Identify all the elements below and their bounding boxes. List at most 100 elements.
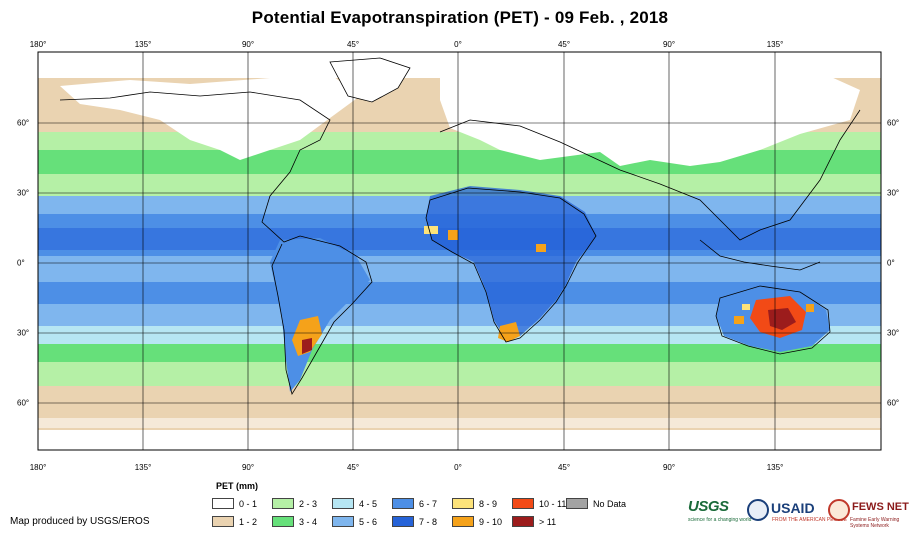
map-frame (37, 51, 882, 451)
hotspot-argentina (292, 316, 322, 356)
map-title: Potential Evapotranspiration (PET) - 09 … (251, 8, 669, 27)
lon-tick-top: 135° (134, 40, 152, 49)
land-eurasia (440, 60, 860, 166)
lat-tick-left: 30° (17, 188, 30, 198)
legend-swatch (212, 516, 234, 527)
hotspot-australia-edge (742, 304, 750, 310)
legend-item: 3 - 4 (272, 516, 317, 527)
usgs-logo: USGS (688, 498, 729, 515)
lat-tick-right: 0° (887, 258, 895, 268)
legend-label: 5 - 6 (359, 516, 378, 527)
usgs-tagline: science for a changing world (688, 517, 752, 523)
coast-africa (425, 187, 597, 343)
lon-tick-bottom: 0° (454, 463, 462, 472)
lon-tick-top: 180° (29, 40, 47, 49)
legend-label: 4 - 5 (359, 498, 378, 509)
hotspot-australia-edge (806, 304, 814, 312)
hotspot-east-africa (536, 244, 546, 252)
coast-eurasia (439, 109, 861, 241)
lat-tick-left: 0° (17, 258, 25, 268)
legend-swatch (452, 516, 474, 527)
hotspot-argentina-core (302, 338, 312, 354)
lon-tick-top: 135° (766, 40, 784, 49)
logo-strip: USGS science for a changing world USAID … (688, 496, 914, 530)
hotspot-west-africa (424, 226, 438, 234)
lon-tick-top: 0° (454, 40, 462, 49)
region-south-america (270, 238, 370, 392)
lat-tick-right: 60° (887, 398, 900, 408)
legend-label: 8 - 9 (479, 498, 498, 509)
legend-swatch (512, 516, 534, 527)
map-credit: Map produced by USGS/EROS (10, 516, 150, 527)
hotspot-australia-edge (734, 316, 744, 324)
legend-label: 10 - 11 (539, 498, 567, 509)
legend-label: 2 - 3 (299, 498, 318, 509)
coast-north-america (59, 91, 331, 243)
legend-swatch (332, 516, 354, 527)
lon-tick-top: 45° (346, 40, 360, 49)
hotspot-west-africa (448, 230, 458, 240)
hotspot-southern-africa (498, 322, 520, 342)
pet-band (38, 150, 881, 176)
coast-australia (715, 285, 831, 355)
lon-tick-bottom: 135° (766, 463, 784, 472)
legend-item: 9 - 10 (452, 516, 502, 527)
pet-band (38, 386, 881, 404)
pet-band (38, 344, 881, 366)
lon-tick-bottom: 180° (29, 463, 47, 472)
lon-tick-bottom: 45° (346, 463, 360, 472)
legend-swatch (392, 498, 414, 509)
usaid-tagline: FROM THE AMERICAN PEOPLE (772, 517, 847, 523)
pet-band (38, 418, 881, 428)
lat-tick-right: 30° (887, 328, 900, 338)
legend-label: 1 - 2 (239, 516, 258, 527)
legend-item: 1 - 2 (212, 516, 257, 527)
legend-item: 7 - 8 (392, 516, 437, 527)
coastlines (59, 57, 861, 396)
legend-item: 2 - 3 (272, 498, 317, 509)
coast-south-america (271, 235, 373, 396)
lat-tick-right: 30° (887, 188, 900, 198)
legend-item: No Data (566, 498, 626, 509)
legend-label: No Data (593, 498, 627, 509)
legend-swatch (272, 516, 294, 527)
legend-item: 5 - 6 (332, 516, 377, 527)
lon-tick-bottom: 45° (557, 463, 571, 472)
usaid-seal-icon (747, 499, 769, 521)
legend-swatch (212, 498, 234, 509)
land-antarctica (38, 430, 881, 450)
lat-tick-right: 60° (887, 118, 900, 128)
lon-tick-top: 90° (662, 40, 676, 49)
lon-tick-bottom: 90° (241, 463, 255, 472)
pet-band (38, 362, 881, 390)
legend-item: 0 - 1 (212, 498, 257, 509)
land-north-america (60, 74, 360, 160)
pet-raster (38, 52, 881, 450)
pet-band (38, 256, 881, 284)
legend-title: PET (mm) (216, 481, 259, 491)
legend-swatch (392, 516, 414, 527)
legend-label: 3 - 4 (299, 516, 318, 527)
lat-tick-left: 30° (17, 328, 30, 338)
lon-tick-bottom: 90° (662, 463, 676, 472)
legend-label: 7 - 8 (419, 516, 438, 527)
legend-swatch (272, 498, 294, 509)
coast-maritime-asia (699, 239, 821, 271)
lon-tick-bottom: 135° (134, 463, 152, 472)
legend-swatch (452, 498, 474, 509)
legend-swatch (566, 498, 588, 509)
legend-label: 0 - 1 (239, 498, 258, 509)
lat-tick-left: 60° (17, 118, 30, 128)
lon-tick-top: 45° (557, 40, 571, 49)
pet-band (38, 326, 881, 348)
legend-item: > 11 (512, 516, 556, 527)
legend-label: 6 - 7 (419, 498, 438, 509)
fews-net-logo: FEWS NET (852, 501, 909, 513)
coast-greenland (329, 57, 411, 103)
legend-item: 6 - 7 (392, 498, 437, 509)
lon-tick-top: 90° (241, 40, 255, 49)
legend-item: 8 - 9 (452, 498, 497, 509)
legend: 0 - 1 1 - 2 2 - 3 3 - 4 4 - 5 5 - 6 6 - … (212, 498, 672, 532)
graticule (38, 52, 881, 450)
